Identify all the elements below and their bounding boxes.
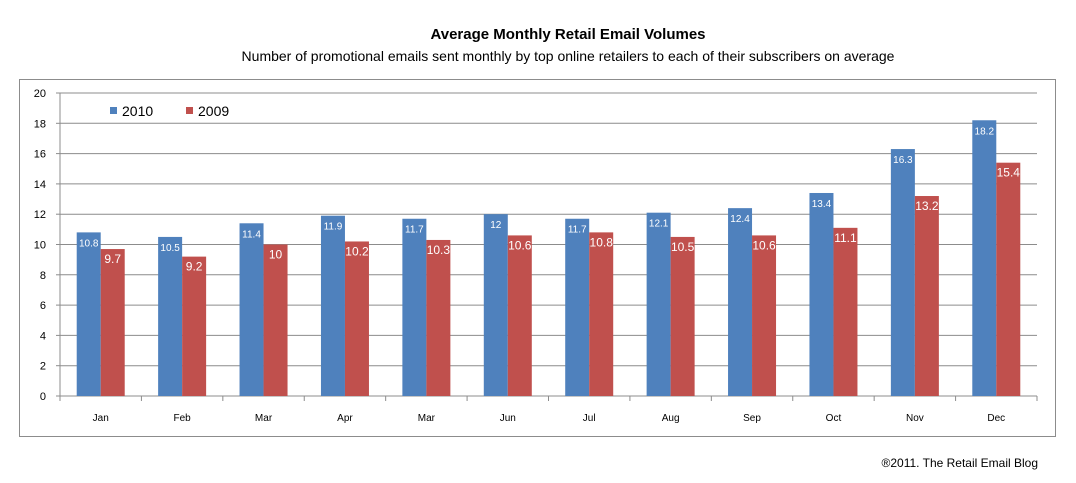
data-label-2009: 9.7 <box>104 252 121 266</box>
data-label-2009: 11.1 <box>834 231 857 245</box>
x-tick-label: Apr <box>337 413 353 424</box>
legend-swatch-2009 <box>186 107 193 114</box>
bar-2009 <box>752 235 777 396</box>
data-label-2009: 10.6 <box>752 238 776 252</box>
bar-2010 <box>890 149 915 396</box>
bar-2009 <box>589 232 614 396</box>
bar-2010 <box>809 192 834 396</box>
x-tick-label: Mar <box>255 413 273 424</box>
data-label-2009: 10.2 <box>345 244 369 258</box>
y-tick-label: 14 <box>34 179 46 191</box>
bar-2010 <box>565 218 590 396</box>
data-label-2009: 13.2 <box>915 199 939 213</box>
y-tick-label: 0 <box>40 391 46 403</box>
x-tick-label: Jan <box>93 413 109 424</box>
bar-2009 <box>670 236 695 396</box>
data-label-2010: 12 <box>490 220 502 231</box>
y-tick-label: 20 <box>34 88 46 100</box>
bar-2009 <box>914 196 939 396</box>
y-tick-label: 2 <box>40 361 46 373</box>
registered-mark: ® <box>881 456 891 470</box>
x-tick-label: Sep <box>743 413 761 424</box>
y-tick-label: 4 <box>40 330 46 342</box>
x-tick-label: Mar <box>418 413 436 424</box>
data-label-2010: 12.4 <box>730 214 750 225</box>
data-label-2009: 10 <box>269 248 283 262</box>
x-tick-label: Jun <box>500 413 516 424</box>
bar-2009 <box>100 249 125 396</box>
data-label-2009: 10.5 <box>671 240 695 254</box>
y-tick-label: 8 <box>40 270 46 282</box>
y-tick-label: 18 <box>34 118 46 130</box>
legend-label-2010: 2010 <box>122 103 153 119</box>
data-label-2010: 11.4 <box>242 229 261 240</box>
data-label-2010: 13.4 <box>812 199 832 210</box>
bar-2009 <box>263 244 288 396</box>
data-label-2010: 11.7 <box>405 225 424 236</box>
data-label-2010: 12.1 <box>649 219 669 230</box>
bar-2009 <box>507 235 532 396</box>
data-label-2009: 10.8 <box>590 235 614 249</box>
y-tick-label: 16 <box>34 149 46 161</box>
bar-2010 <box>239 223 264 396</box>
chart-subtitle: Number of promotional emails sent monthl… <box>241 48 895 64</box>
x-tick-label: Dec <box>987 413 1005 424</box>
x-tick-label: Aug <box>662 413 680 424</box>
bar-2010 <box>76 232 101 396</box>
bar-2010 <box>402 218 427 396</box>
x-tick-label: Nov <box>906 413 924 424</box>
data-label-2010: 11.9 <box>324 222 343 233</box>
bar-2009 <box>426 239 451 396</box>
y-tick-label: 12 <box>34 209 46 221</box>
data-label-2010: 11.7 <box>568 225 587 236</box>
copyright-credit: ®2011. The Retail Email Blog <box>882 456 1038 470</box>
chart-title: Average Monthly Retail Email Volumes <box>430 26 706 43</box>
bar-2009 <box>344 241 369 396</box>
x-tick-label: Jul <box>583 413 596 424</box>
bar-2009 <box>996 162 1021 396</box>
data-label-2010: 16.3 <box>893 155 913 166</box>
bar-2010 <box>972 120 997 397</box>
bar-2010 <box>158 236 183 396</box>
bar-2010 <box>728 208 753 396</box>
data-label-2009: 15.4 <box>997 166 1021 180</box>
data-label-2009: 9.2 <box>186 260 203 274</box>
bar-2009 <box>833 227 858 396</box>
data-label-2010: 18.2 <box>975 126 995 137</box>
credit-text: 2011. The Retail Email Blog <box>890 456 1038 470</box>
bar-2010 <box>320 215 345 396</box>
legend-label-2009: 2009 <box>198 103 229 119</box>
data-label-2010: 10.8 <box>79 238 99 249</box>
bar-2010 <box>646 212 671 396</box>
x-tick-label: Oct <box>826 413 842 424</box>
bar-2010 <box>483 214 508 396</box>
legend-swatch-2010 <box>110 107 117 114</box>
y-tick-label: 10 <box>34 240 46 252</box>
data-label-2010: 10.5 <box>160 243 180 254</box>
bar-2009 <box>182 256 207 396</box>
x-tick-label: Feb <box>174 413 192 424</box>
data-label-2009: 10.6 <box>508 238 532 252</box>
y-tick-label: 6 <box>40 300 46 312</box>
data-label-2009: 10.3 <box>427 243 451 257</box>
